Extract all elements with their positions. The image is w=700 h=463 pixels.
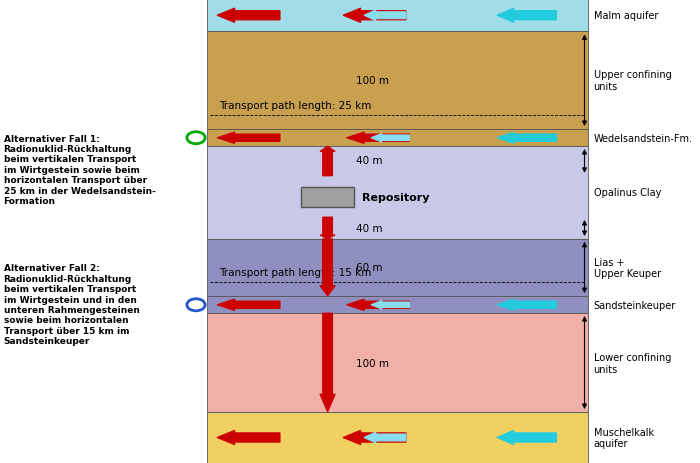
Text: Alternativer Fall 1:
Radionuklid-Rückhaltung
beim vertikalen Transport
im Wirtge: Alternativer Fall 1: Radionuklid-Rückhal… — [4, 134, 155, 206]
Bar — [206, 147, 588, 239]
Bar — [206, 32, 588, 130]
FancyArrow shape — [364, 432, 406, 443]
Text: 40 m: 40 m — [356, 223, 382, 233]
Bar — [206, 412, 588, 463]
Bar — [206, 130, 588, 147]
Text: Wedelsandstein-Fm.: Wedelsandstein-Fm. — [594, 133, 692, 144]
Text: 60 m: 60 m — [356, 263, 382, 273]
Bar — [206, 239, 588, 296]
Text: Repository: Repository — [363, 193, 430, 203]
FancyArrow shape — [497, 133, 556, 144]
Text: Alternativer Fall 2:
Radionuklid-Rückhaltung
beim vertikalen Transport
im Wirtge: Alternativer Fall 2: Radionuklid-Rückhal… — [4, 264, 139, 345]
FancyArrow shape — [497, 300, 556, 311]
Bar — [206, 0, 588, 32]
FancyArrow shape — [346, 133, 410, 144]
Text: Lias +
Upper Keuper: Lias + Upper Keuper — [594, 257, 661, 279]
FancyArrow shape — [320, 313, 335, 412]
FancyArrow shape — [371, 134, 409, 143]
Bar — [206, 313, 588, 412]
Text: Opalinus Clay: Opalinus Clay — [594, 188, 661, 198]
FancyArrow shape — [217, 431, 280, 444]
FancyArrow shape — [497, 9, 556, 23]
Text: Malm aquifer: Malm aquifer — [594, 11, 658, 21]
FancyArrow shape — [217, 9, 280, 23]
FancyArrow shape — [497, 431, 556, 444]
FancyArrow shape — [320, 147, 335, 176]
Text: Muschelkalk
aquifer: Muschelkalk aquifer — [594, 427, 654, 448]
Text: Transport path length: 15 km: Transport path length: 15 km — [219, 268, 372, 278]
Text: Transport path length: 25 km: Transport path length: 25 km — [219, 101, 372, 111]
Text: Lower confining
units: Lower confining units — [594, 352, 671, 374]
Text: 100 m: 100 m — [356, 76, 389, 86]
Bar — [206, 296, 588, 313]
Text: Sandsteinkeuper: Sandsteinkeuper — [594, 300, 676, 310]
FancyArrow shape — [320, 239, 335, 296]
Text: Upper confining
units: Upper confining units — [594, 70, 671, 92]
Text: 40 m: 40 m — [356, 155, 382, 165]
FancyArrow shape — [343, 431, 406, 444]
FancyArrow shape — [320, 218, 335, 239]
FancyArrow shape — [346, 300, 410, 311]
Text: 100 m: 100 m — [356, 358, 389, 368]
FancyArrow shape — [371, 301, 409, 309]
FancyArrow shape — [364, 11, 406, 22]
FancyArrow shape — [217, 133, 280, 144]
FancyArrow shape — [217, 300, 280, 311]
FancyArrow shape — [343, 9, 406, 23]
Bar — [302, 188, 354, 207]
